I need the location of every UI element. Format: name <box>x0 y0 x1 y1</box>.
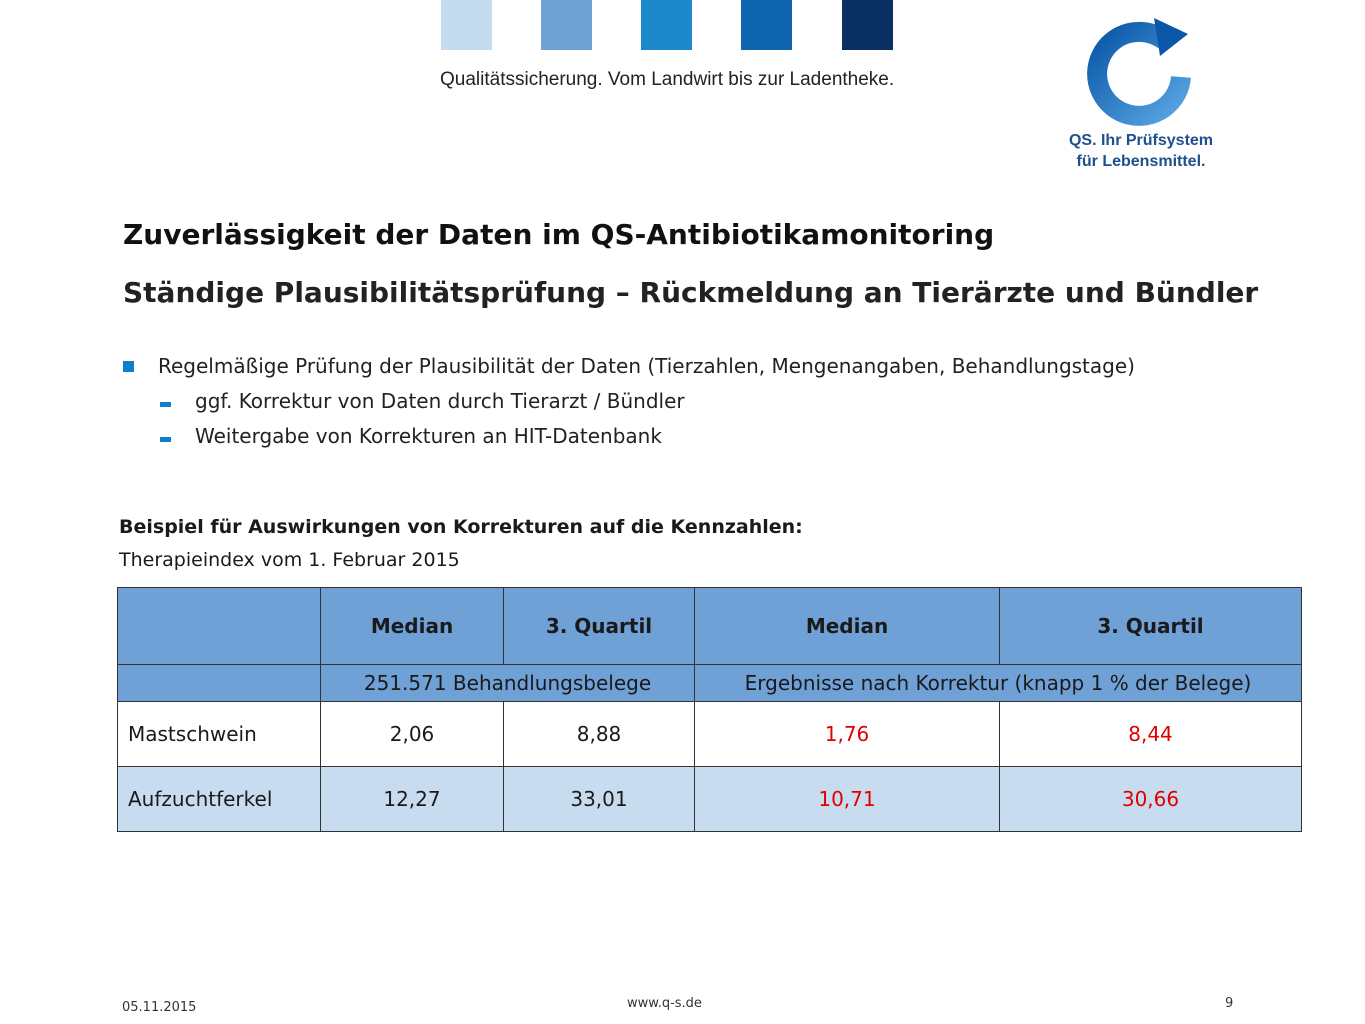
color-block-1 <box>441 0 492 50</box>
slide-subtitle: Ständige Plausibilitätsprüfung – Rückmel… <box>123 276 1259 309</box>
row-label: Mastschwein <box>117 701 321 767</box>
table-row: Aufzuchtferkel 12,27 33,01 10,71 30,66 <box>117 766 1302 832</box>
bullet-square-icon <box>123 361 134 372</box>
example-heading: Beispiel für Auswirkungen von Korrekture… <box>119 516 803 538</box>
header-tagline: Qualitätssicherung. Vom Landwirt bis zur… <box>440 69 895 90</box>
header-cell-median-corrected: Median <box>694 587 1000 665</box>
header-cell-empty <box>117 587 321 665</box>
cell-median: 2,06 <box>320 701 504 767</box>
footer-url[interactable]: www.q-s.de <box>627 996 702 1011</box>
therapy-index-table: Median 3. Quartil Median 3. Quartil 251.… <box>117 587 1302 832</box>
bullet-sub-2: Weitergabe von Korrekturen an HIT-Datenb… <box>195 424 662 448</box>
group-cell-empty <box>117 664 321 702</box>
header-cell-q3: 3. Quartil <box>503 587 695 665</box>
cell-q3: 8,88 <box>503 701 695 767</box>
color-block-4 <box>741 0 792 50</box>
logo-line-1: QS. Ihr Prüfsystem <box>1068 132 1214 149</box>
color-block-5 <box>842 0 893 50</box>
bullet-sub-1: ggf. Korrektur von Daten durch Tierarzt … <box>195 389 685 413</box>
cell-median-corrected: 1,76 <box>694 701 1000 767</box>
qs-circular-arrow-logo-icon <box>1087 18 1191 126</box>
bullet-main: Regelmäßige Prüfung der Plausibilität de… <box>158 354 1135 378</box>
color-block-3 <box>641 0 692 50</box>
cell-q3-corrected: 8,44 <box>999 701 1302 767</box>
example-subheading: Therapieindex vom 1. Februar 2015 <box>119 549 460 571</box>
table-header-row: Median 3. Quartil Median 3. Quartil <box>117 587 1302 665</box>
row-label: Aufzuchtferkel <box>117 766 321 832</box>
footer-page-number: 9 <box>1225 996 1234 1011</box>
cell-q3-corrected: 30,66 <box>999 766 1302 832</box>
cell-median: 12,27 <box>320 766 504 832</box>
slide-title: Zuverlässigkeit der Daten im QS-Antibiot… <box>123 218 995 251</box>
cell-q3: 33,01 <box>503 766 695 832</box>
table-group-row: 251.571 Behandlungsbelege Ergebnisse nac… <box>117 664 1302 702</box>
qs-logo: QS. Ihr Prüfsystem für Lebensmittel. <box>1066 12 1236 182</box>
header-cell-q3-corrected: 3. Quartil <box>999 587 1302 665</box>
bullet-dash-icon <box>160 437 171 442</box>
group-cell-before: 251.571 Behandlungsbelege <box>320 664 695 702</box>
bullet-dash-icon <box>160 402 171 407</box>
cell-median-corrected: 10,71 <box>694 766 1000 832</box>
table-row: Mastschwein 2,06 8,88 1,76 8,44 <box>117 701 1302 767</box>
logo-line-2: für Lebensmittel. <box>1076 153 1206 170</box>
footer-date: 05.11.2015 <box>122 1000 197 1015</box>
group-cell-after: Ergebnisse nach Korrektur (knapp 1 % der… <box>694 664 1302 702</box>
header-cell-median: Median <box>320 587 504 665</box>
color-block-2 <box>541 0 592 50</box>
